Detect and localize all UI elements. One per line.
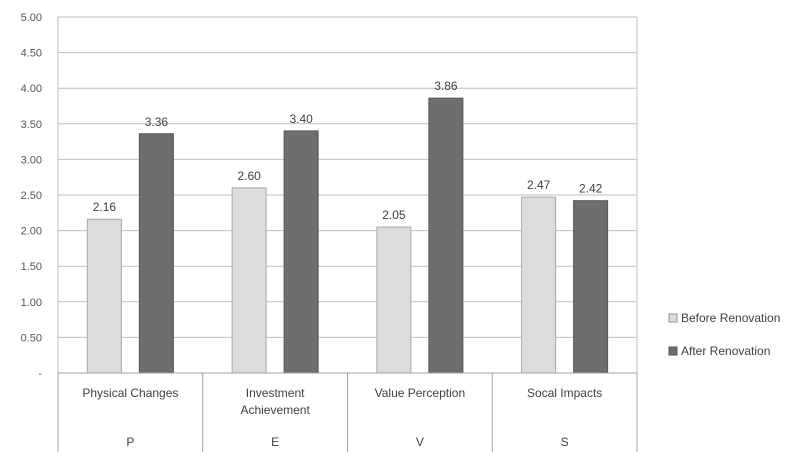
bar-after-renovation <box>138 133 174 374</box>
legend-label: Before Renovation <box>681 311 780 325</box>
y-tick-label: 4.00 <box>21 83 42 95</box>
data-label: 3.36 <box>145 115 169 129</box>
legend: Before Renovation After Renovation <box>668 311 780 358</box>
bar-before-renovation <box>521 196 557 374</box>
x-category-label: Socal Impacts <box>527 386 602 400</box>
data-label: 2.47 <box>527 178 551 192</box>
x-category-label: Physical Changes <box>82 386 178 400</box>
bar-after-renovation <box>283 130 319 374</box>
x-category-label: Investment <box>246 386 305 400</box>
x-group-label: P <box>126 435 134 449</box>
y-tick-label: 1.50 <box>21 261 42 273</box>
y-tick-label: 2.00 <box>21 226 42 238</box>
x-category-label: Value Perception <box>375 386 466 400</box>
legend-label: After Renovation <box>681 344 770 358</box>
y-tick-label: 5.00 <box>21 12 42 24</box>
data-label: 2.42 <box>579 182 603 196</box>
x-group-label: V <box>416 435 424 449</box>
data-label: 3.86 <box>434 79 458 93</box>
bar-before-renovation <box>376 226 412 374</box>
bar-after-renovation <box>428 97 464 374</box>
data-label: 3.40 <box>289 112 313 126</box>
x-category-label: Achievement <box>240 403 310 417</box>
y-axis: - 0.50 1.00 1.50 2.00 2.50 3.00 3.50 4.00 4.50 5.0… <box>21 12 43 380</box>
bar-before-renovation <box>231 187 267 374</box>
y-tick-label: 3.00 <box>21 154 42 166</box>
bars <box>86 97 609 374</box>
y-tick-label: 4.50 <box>21 48 42 60</box>
legend-swatch <box>668 346 678 356</box>
x-group-label: S <box>561 435 569 449</box>
data-label: 2.60 <box>237 169 261 183</box>
bar-after-renovation <box>573 200 609 374</box>
y-tick-label: 0.50 <box>21 332 42 344</box>
y-tick-label: 2.50 <box>21 190 42 202</box>
y-tick-label: 1.00 <box>21 297 42 309</box>
bar-before-renovation <box>86 218 122 374</box>
data-label: 2.05 <box>382 208 406 222</box>
data-label: 2.16 <box>93 200 117 214</box>
y-tick-label: 3.50 <box>21 119 42 131</box>
legend-swatch <box>668 313 678 323</box>
data-labels: 2.16 2.60 2.05 2.47 3.36 3.40 3.86 2.42 <box>93 79 603 222</box>
x-group-label: E <box>271 435 279 449</box>
x-axis-table: Physical Changes P Investment Achievement E V… <box>57 372 638 452</box>
y-tick-label: - <box>38 368 42 380</box>
